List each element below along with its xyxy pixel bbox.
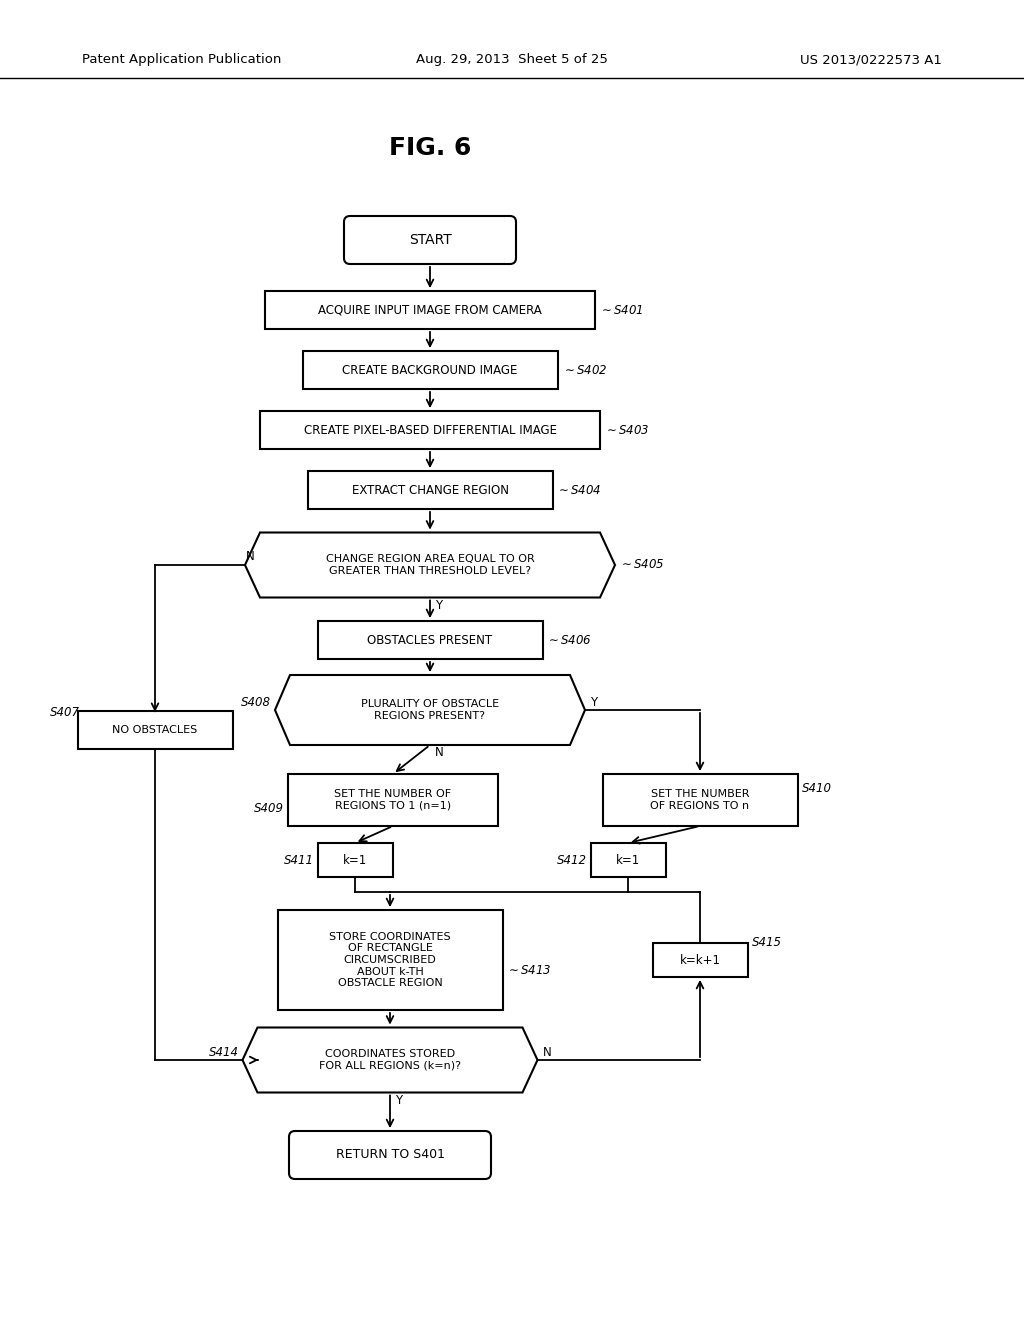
Text: S414: S414 [209, 1045, 239, 1059]
Text: S410: S410 [802, 781, 831, 795]
FancyBboxPatch shape [344, 216, 516, 264]
Text: RETURN TO S401: RETURN TO S401 [336, 1148, 444, 1162]
Text: S415: S415 [752, 936, 781, 949]
Text: k=k+1: k=k+1 [680, 953, 721, 966]
Text: ACQUIRE INPUT IMAGE FROM CAMERA: ACQUIRE INPUT IMAGE FROM CAMERA [318, 304, 542, 317]
Text: N: N [435, 747, 443, 759]
Bar [260, 411, 600, 449]
Bar [265, 290, 595, 329]
Bar [78, 711, 232, 748]
Text: S411: S411 [284, 854, 313, 866]
Text: NO OBSTACLES: NO OBSTACLES [113, 725, 198, 735]
Text: Y: Y [395, 1094, 402, 1107]
Text: S407: S407 [49, 705, 80, 718]
Bar [602, 774, 798, 826]
FancyBboxPatch shape [289, 1131, 490, 1179]
Text: $\sim$S406: $\sim$S406 [547, 634, 592, 647]
Text: Aug. 29, 2013  Sheet 5 of 25: Aug. 29, 2013 Sheet 5 of 25 [416, 54, 608, 66]
Text: SET THE NUMBER
OF REGIONS TO n: SET THE NUMBER OF REGIONS TO n [650, 789, 750, 810]
Bar [317, 843, 392, 876]
Bar [317, 620, 543, 659]
Text: $\sim$S402: $\sim$S402 [561, 363, 607, 376]
Text: k=1: k=1 [615, 854, 640, 866]
Polygon shape [243, 1027, 538, 1093]
Bar [278, 909, 503, 1010]
Text: $\sim$S405: $\sim$S405 [618, 558, 665, 572]
Text: $\sim$S401: $\sim$S401 [599, 304, 643, 317]
Text: US 2013/0222573 A1: US 2013/0222573 A1 [800, 54, 942, 66]
Text: COORDINATES STORED
FOR ALL REGIONS (k=n)?: COORDINATES STORED FOR ALL REGIONS (k=n)… [319, 1049, 461, 1071]
Text: START: START [409, 234, 452, 247]
Text: PLURALITY OF OBSTACLE
REGIONS PRESENT?: PLURALITY OF OBSTACLE REGIONS PRESENT? [360, 700, 499, 721]
Text: Patent Application Publication: Patent Application Publication [82, 54, 282, 66]
Text: CREATE PIXEL-BASED DIFFERENTIAL IMAGE: CREATE PIXEL-BASED DIFFERENTIAL IMAGE [303, 424, 556, 437]
Text: $\sim$S403: $\sim$S403 [604, 424, 649, 437]
Text: $\sim$S404: $\sim$S404 [556, 483, 602, 496]
Polygon shape [245, 532, 615, 598]
Text: S409: S409 [254, 801, 284, 814]
Text: SET THE NUMBER OF
REGIONS TO 1 (n=1): SET THE NUMBER OF REGIONS TO 1 (n=1) [335, 789, 452, 810]
Bar [302, 351, 557, 389]
Bar [307, 471, 553, 510]
Text: Y: Y [590, 696, 597, 709]
Text: k=1: k=1 [343, 854, 368, 866]
Text: S412: S412 [556, 854, 587, 866]
Text: S408: S408 [241, 696, 271, 709]
Polygon shape [275, 675, 585, 744]
Text: Y: Y [435, 599, 442, 612]
Bar [288, 774, 498, 826]
Text: N: N [246, 550, 255, 564]
Text: OBSTACLES PRESENT: OBSTACLES PRESENT [368, 634, 493, 647]
Bar [652, 942, 748, 977]
Text: N: N [543, 1045, 551, 1059]
Text: FIG. 6: FIG. 6 [389, 136, 471, 160]
Bar [591, 843, 666, 876]
Text: CHANGE REGION AREA EQUAL TO OR
GREATER THAN THRESHOLD LEVEL?: CHANGE REGION AREA EQUAL TO OR GREATER T… [326, 554, 535, 576]
Text: $\sim$S413: $\sim$S413 [507, 964, 552, 977]
Text: CREATE BACKGROUND IMAGE: CREATE BACKGROUND IMAGE [342, 363, 518, 376]
Text: STORE COORDINATES
OF RECTANGLE
CIRCUMSCRIBED
ABOUT k-TH
OBSTACLE REGION: STORE COORDINATES OF RECTANGLE CIRCUMSCR… [329, 932, 451, 989]
Text: EXTRACT CHANGE REGION: EXTRACT CHANGE REGION [351, 483, 509, 496]
